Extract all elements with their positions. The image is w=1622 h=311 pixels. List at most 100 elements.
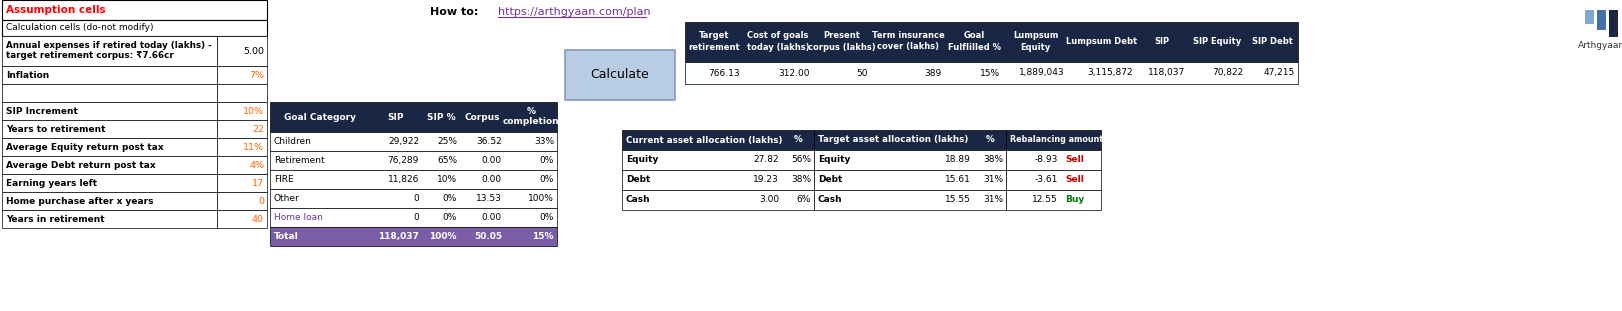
Text: Total: Total	[274, 232, 298, 241]
Text: 766.13: 766.13	[709, 68, 740, 77]
Bar	[269, 208, 556, 227]
Text: SIP Increment: SIP Increment	[6, 106, 78, 115]
Text: Sell: Sell	[1066, 175, 1083, 184]
Bar	[217, 84, 268, 102]
Bar	[2, 156, 217, 174]
Text: Average Debt return post tax: Average Debt return post tax	[6, 160, 156, 169]
Text: 0: 0	[258, 197, 264, 206]
Text: 3,115,872: 3,115,872	[1087, 68, 1134, 77]
Text: Buy: Buy	[1066, 196, 1083, 205]
Text: 65%: 65%	[436, 156, 457, 165]
Text: Home purchase after x years: Home purchase after x years	[6, 197, 154, 206]
Bar	[1006, 130, 1101, 150]
Text: Calculation cells (do-not modify): Calculation cells (do-not modify)	[6, 24, 154, 33]
Text: corpus (lakhs): corpus (lakhs)	[808, 43, 876, 52]
Bar	[2, 102, 217, 120]
Text: 389: 389	[925, 68, 942, 77]
Bar	[217, 120, 268, 138]
Text: 38%: 38%	[792, 175, 811, 184]
Text: 40: 40	[251, 215, 264, 224]
Text: 0.00: 0.00	[482, 213, 501, 222]
Bar	[217, 192, 268, 210]
Text: 0%: 0%	[540, 213, 555, 222]
Text: 15%: 15%	[532, 232, 555, 241]
Text: 11%: 11%	[243, 142, 264, 151]
Text: Equity: Equity	[1020, 43, 1051, 52]
Text: Rebalancing amount and action: Rebalancing amount and action	[1011, 136, 1153, 145]
Bar	[217, 174, 268, 192]
Text: retirement: retirement	[688, 43, 740, 52]
Text: 4%: 4%	[250, 160, 264, 169]
Text: 50: 50	[856, 68, 868, 77]
Text: 12.55: 12.55	[1032, 196, 1058, 205]
Text: 0%: 0%	[540, 156, 555, 165]
Bar	[269, 170, 556, 189]
Text: Equity: Equity	[817, 156, 850, 165]
Bar	[2, 84, 217, 102]
Text: 6%: 6%	[796, 196, 811, 205]
Text: target retirement corpus: ₹7.66cr: target retirement corpus: ₹7.66cr	[6, 52, 174, 61]
Text: 0.00: 0.00	[482, 175, 501, 184]
Text: Lumpsum: Lumpsum	[1012, 30, 1058, 39]
Text: 22: 22	[251, 124, 264, 133]
Text: SIP: SIP	[388, 113, 404, 122]
Text: 33%: 33%	[534, 137, 555, 146]
Text: Sell: Sell	[1066, 156, 1083, 165]
Text: Cash: Cash	[817, 196, 842, 205]
Bar	[2, 120, 217, 138]
Text: %: %	[527, 106, 535, 115]
Bar	[1609, 10, 1619, 37]
Text: 27.82: 27.82	[753, 156, 779, 165]
Text: Cash: Cash	[626, 196, 650, 205]
Bar	[2, 66, 217, 84]
Bar	[269, 151, 556, 170]
Text: 118,037: 118,037	[378, 232, 418, 241]
Bar	[2, 192, 217, 210]
Text: 1,889,043: 1,889,043	[1019, 68, 1066, 77]
Text: 10%: 10%	[243, 106, 264, 115]
Text: Debt: Debt	[817, 175, 842, 184]
Text: Present: Present	[824, 30, 860, 39]
Text: 31%: 31%	[983, 196, 1002, 205]
Text: 38%: 38%	[983, 156, 1002, 165]
Text: 0: 0	[414, 194, 418, 203]
Text: Children: Children	[274, 137, 311, 146]
Text: 15.55: 15.55	[946, 196, 972, 205]
Text: today (lakhs): today (lakhs)	[746, 43, 809, 52]
Text: SIP: SIP	[1155, 38, 1169, 47]
Text: 118,037: 118,037	[1148, 68, 1186, 77]
Text: Corpus: Corpus	[466, 113, 500, 122]
Bar	[2, 36, 217, 66]
Text: 15%: 15%	[980, 68, 1001, 77]
Text: 50.05: 50.05	[474, 232, 501, 241]
Bar	[269, 102, 556, 132]
Text: 5.00: 5.00	[243, 47, 264, 55]
Text: 13.53: 13.53	[477, 194, 501, 203]
Text: 0: 0	[414, 213, 418, 222]
Text: completion: completion	[503, 118, 560, 127]
Text: 0%: 0%	[540, 175, 555, 184]
Bar	[2, 20, 268, 36]
Text: 17: 17	[251, 179, 264, 188]
Text: Retirement: Retirement	[274, 156, 324, 165]
Bar	[814, 130, 1006, 150]
Bar	[217, 36, 268, 66]
Text: Target asset allocation (lakhs): Target asset allocation (lakhs)	[817, 136, 968, 145]
Bar	[1585, 10, 1594, 24]
Text: 18.89: 18.89	[946, 156, 972, 165]
Text: 70,822: 70,822	[1212, 68, 1242, 77]
Text: 11,826: 11,826	[388, 175, 418, 184]
Text: -8.93: -8.93	[1035, 156, 1058, 165]
Bar	[217, 66, 268, 84]
Text: 56%: 56%	[792, 156, 811, 165]
Text: 100%: 100%	[430, 232, 457, 241]
Bar	[1598, 10, 1606, 30]
Text: Term insurance: Term insurance	[871, 30, 944, 39]
Text: 76,289: 76,289	[388, 156, 418, 165]
Text: Annual expenses if retired today (lakhs) -: Annual expenses if retired today (lakhs)…	[6, 40, 212, 49]
Bar	[2, 0, 268, 20]
Text: Goal: Goal	[963, 30, 985, 39]
Bar	[814, 190, 1006, 210]
Text: 100%: 100%	[529, 194, 555, 203]
Bar	[684, 22, 1298, 62]
